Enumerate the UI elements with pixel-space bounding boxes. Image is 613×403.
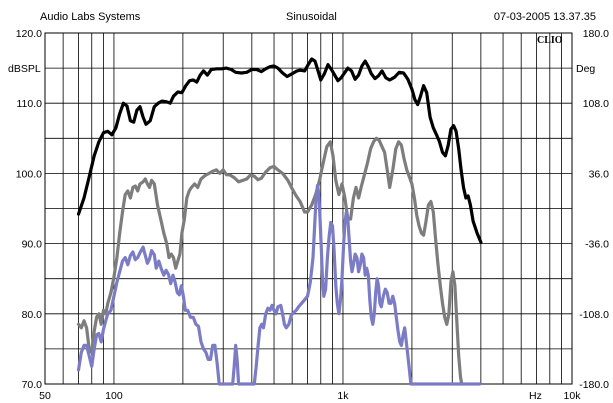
header-right-text: 07-03-2005 13.37.35 [493,11,596,23]
tick-labels: 120.0 110.0 100.0 90.0 80.0 70.0 180.0 108.0 36.… [16,28,609,402]
series-line-3 [76,183,482,386]
x-tick-label: 10k [564,390,582,402]
x-unit-label: Hz [529,390,542,402]
grid-lines [45,33,572,384]
y-tick-label-left: 70.0 [22,379,43,391]
y-tick-label-right: -108.0 [579,309,609,321]
plot-frame [44,32,573,385]
y-tick-label-left: 120.0 [16,28,42,40]
y-tick-label-left: 80.0 [22,309,43,321]
x-tick-label: 1k [337,390,349,402]
series-group [76,57,483,386]
y-tick-label-left: 90.0 [22,239,43,251]
y-tick-label-left: 100.0 [16,168,42,180]
y-tick-label-right: 36.0 [589,168,610,180]
y-tick-label-right: 180.0 [583,28,609,40]
x-tick-label: 50 [39,390,51,402]
clio-logo: CLIO [537,35,563,46]
left-unit-label: dBSPL [8,63,41,75]
header-center-text: Sinusoidal [286,11,337,23]
y-tick-label-right: -180.0 [579,379,609,391]
series-line-1 [76,57,483,244]
right-unit-label: Deg [576,63,595,75]
y-tick-label-left: 110.0 [17,98,43,110]
x-tick-label: 100 [105,390,123,402]
header-left-text: Audio Labs Systems [40,11,141,23]
series-line-2 [76,136,464,386]
y-tick-label-right: 108.0 [583,98,609,110]
y-tick-label-right: -36.0 [585,239,609,251]
